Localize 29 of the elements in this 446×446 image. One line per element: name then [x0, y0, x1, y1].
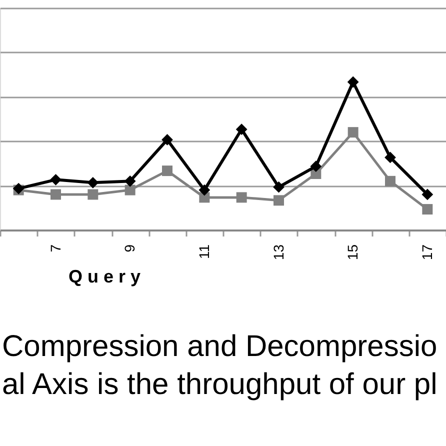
point — [422, 204, 433, 215]
point — [88, 189, 98, 200]
point — [347, 76, 359, 88]
text: Compression and Decompressio — [2, 330, 438, 363]
x-tick-label: 17 — [418, 244, 435, 260]
x-tick-label: 13 — [270, 244, 286, 260]
point — [274, 195, 284, 206]
x-tick-label: 7 — [47, 244, 64, 252]
point — [50, 189, 61, 200]
x-tick-label: 11 — [196, 244, 212, 260]
text: al Axis is the throughput of our pl — [2, 368, 438, 401]
point — [198, 184, 210, 196]
point — [87, 176, 99, 188]
point — [310, 160, 322, 172]
x-axis-title: Q u e r y — [68, 266, 141, 286]
point — [162, 134, 173, 146]
point — [422, 188, 434, 200]
point — [124, 184, 136, 196]
point — [50, 174, 62, 186]
point — [384, 152, 396, 164]
point — [236, 192, 247, 203]
x-tick-label: 15 — [344, 244, 361, 260]
point — [124, 175, 136, 187]
point — [385, 176, 396, 186]
point — [348, 127, 358, 138]
point — [273, 181, 284, 193]
point — [236, 124, 248, 136]
point — [162, 166, 172, 176]
x-tick-label: 9 — [122, 244, 138, 252]
